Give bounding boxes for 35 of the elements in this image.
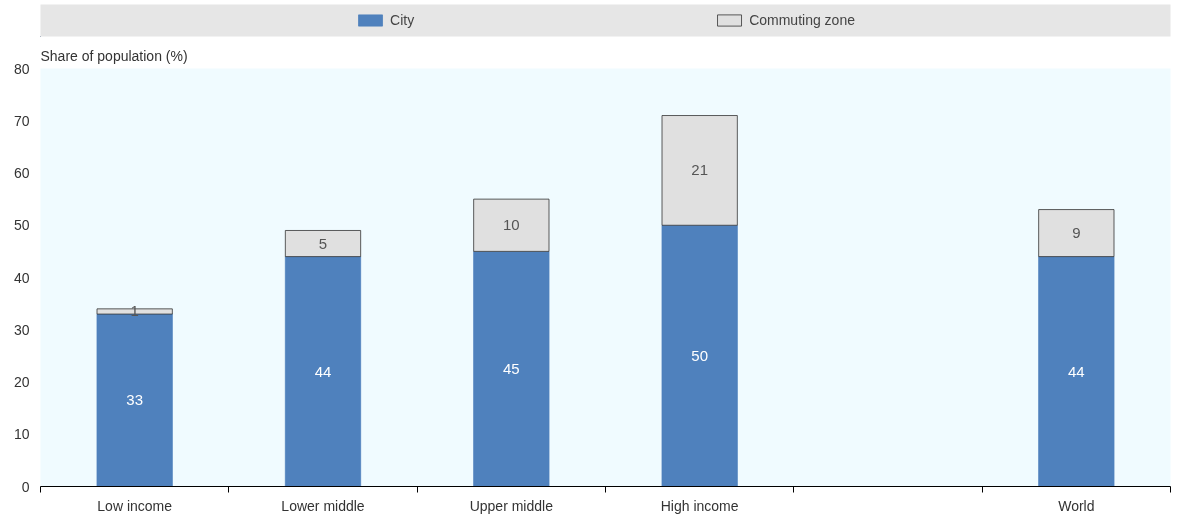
x-tick-label: High income [660,497,739,514]
bar [284,256,362,487]
bar [1038,256,1115,487]
y-axis-title: Share of population (%) [40,47,188,64]
data-label: 50 [691,346,709,364]
bar [661,115,738,226]
y-tick-label: 0 [21,478,30,495]
legend-label: Commuting zone [749,12,855,28]
data-label: 9 [1072,224,1081,242]
x-tick-label: Low income [97,497,173,514]
bar [284,230,362,257]
data-label: 21 [691,161,709,179]
y-tick-label: 80 [13,60,30,77]
bar [1038,209,1115,257]
y-tick-label: 40 [13,269,30,286]
x-tick-label: Lower middle [281,497,365,514]
legend-label: City [390,12,415,28]
bar [473,250,550,487]
y-tick-label: 30 [13,321,30,338]
data-label: 5 [318,234,328,252]
bar [96,308,173,315]
data-label: 44 [1067,362,1085,380]
data-label: 45 [502,359,520,377]
bar [473,198,550,252]
data-label: 10 [502,216,520,234]
y-tick-label: 60 [13,165,30,181]
y-tick-label: 70 [13,112,30,129]
data-label: 44 [314,362,332,380]
x-tick-label: World [1058,497,1095,514]
y-tick-label: 50 [13,217,30,234]
y-tick-label: 20 [13,374,30,390]
x-tick-label: Upper middle [469,497,554,514]
data-label: 33 [126,391,144,409]
bar [661,224,738,487]
y-tick-label: 10 [13,426,30,443]
